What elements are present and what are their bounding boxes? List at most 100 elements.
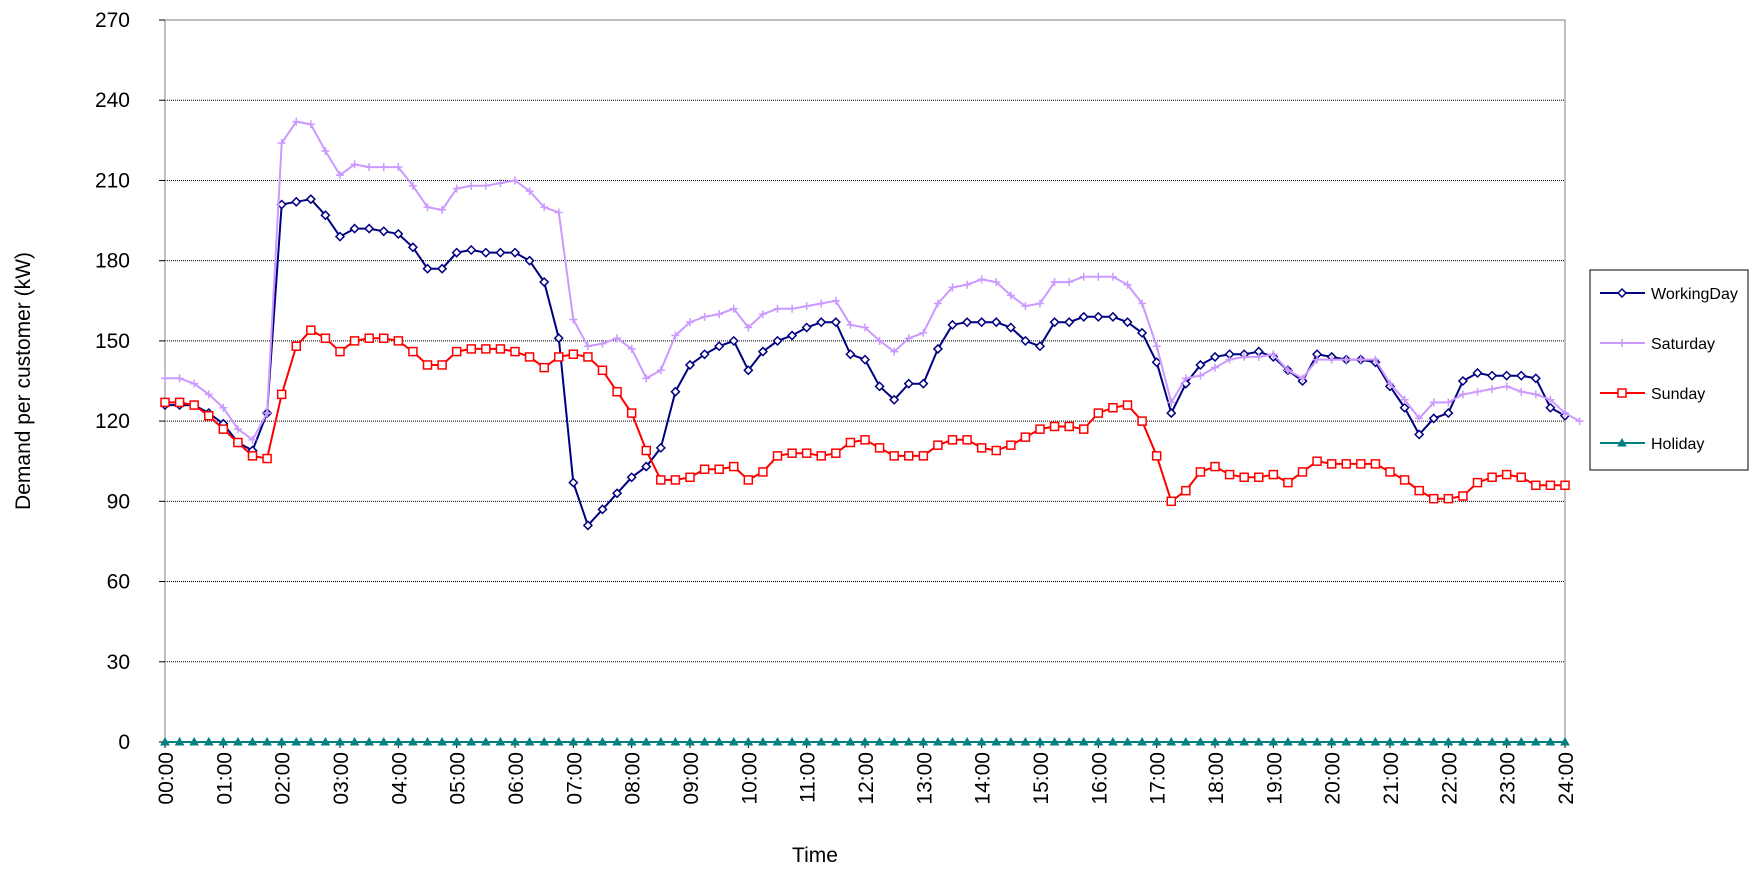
data-point-saturday <box>394 163 403 172</box>
data-point-saturday <box>481 181 490 190</box>
data-point-saturday <box>1079 272 1088 281</box>
data-point-saturday <box>1065 278 1074 287</box>
data-point-saturday <box>336 171 344 180</box>
data-point-sunday <box>495 344 506 354</box>
data-point-holiday <box>1122 736 1133 746</box>
data-point-holiday <box>1297 736 1308 746</box>
data-point-sunday <box>1399 475 1410 485</box>
data-point-workingday <box>801 322 812 333</box>
data-point-workingday <box>524 255 535 266</box>
data-point-holiday <box>903 736 914 746</box>
data-point-saturday <box>788 304 797 313</box>
data-point-holiday <box>816 736 827 746</box>
data-point-saturday <box>511 176 519 185</box>
data-point-holiday <box>1501 736 1512 746</box>
data-point-holiday <box>1355 736 1366 746</box>
data-point-saturday <box>1021 302 1030 311</box>
data-point-workingday <box>509 247 521 258</box>
data-point-saturday <box>686 318 694 327</box>
data-point-holiday <box>1458 736 1468 746</box>
data-point-sunday <box>918 451 929 461</box>
data-point-holiday <box>1560 736 1570 746</box>
data-point-holiday <box>714 736 725 746</box>
legend-label: Saturday <box>1651 336 1715 353</box>
x-tick-label: 08:00 <box>622 752 645 805</box>
data-point-sunday <box>422 360 433 370</box>
data-point-holiday <box>1414 736 1425 746</box>
data-point-saturday <box>1181 374 1190 383</box>
data-point-workingday <box>1107 311 1118 322</box>
data-point-holiday <box>160 736 170 746</box>
data-point-saturday <box>1094 272 1103 281</box>
data-point-sunday <box>991 445 1001 456</box>
data-point-holiday <box>991 736 1002 746</box>
data-point-holiday <box>1385 736 1395 746</box>
data-point-sunday <box>1443 493 1454 504</box>
data-point-holiday <box>641 736 652 746</box>
data-point-saturday <box>890 347 899 356</box>
data-point-holiday <box>918 736 929 746</box>
data-point-workingday <box>976 317 987 328</box>
data-point-saturday <box>248 435 257 444</box>
data-point-sunday <box>904 451 914 461</box>
data-point-holiday <box>203 736 214 746</box>
data-point-sunday <box>466 344 476 354</box>
data-point-holiday <box>393 736 404 746</box>
data-point-holiday <box>655 736 666 746</box>
x-tick-label: 12:00 <box>855 752 878 805</box>
data-point-saturday <box>1167 398 1176 407</box>
data-point-holiday <box>860 736 870 746</box>
data-point-saturday <box>1575 417 1584 426</box>
data-point-sunday <box>597 365 608 376</box>
data-point-saturday <box>642 374 651 383</box>
x-tick-label: 01:00 <box>213 752 236 805</box>
data-point-holiday <box>1195 736 1206 746</box>
data-point-sunday <box>743 475 754 485</box>
data-point-holiday <box>801 736 812 746</box>
data-point-holiday <box>466 736 477 746</box>
data-point-holiday <box>1268 736 1279 746</box>
data-point-saturday <box>408 181 417 190</box>
data-point-sunday <box>320 333 331 343</box>
data-point-holiday <box>1210 736 1220 746</box>
legend-marker <box>1616 287 1628 299</box>
series-layer <box>159 117 1584 746</box>
data-point-holiday <box>728 736 739 746</box>
data-point-sunday <box>670 475 681 485</box>
data-point-holiday <box>889 736 900 746</box>
data-point-saturday <box>744 323 753 332</box>
data-point-saturday <box>219 403 228 412</box>
data-point-saturday <box>452 184 461 193</box>
data-point-saturday <box>1225 355 1234 364</box>
data-point-holiday <box>830 736 841 746</box>
data-point-sunday <box>1472 477 1483 488</box>
x-tick-label: 21:00 <box>1380 752 1403 805</box>
data-point-workingday <box>859 354 871 365</box>
data-point-workingday <box>305 194 316 205</box>
series-line-saturday <box>165 120 1581 442</box>
data-point-saturday <box>1415 414 1424 423</box>
data-point-saturday <box>540 203 549 212</box>
data-point-holiday <box>743 736 754 746</box>
y-tick-label: 240 <box>95 89 130 112</box>
data-point-saturday <box>846 320 855 329</box>
data-point-sunday <box>1093 408 1104 418</box>
data-point-saturday <box>729 304 738 313</box>
data-point-saturday <box>831 296 840 305</box>
data-point-saturday <box>613 334 622 343</box>
data-point-workingday <box>947 319 958 330</box>
data-point-holiday <box>1035 736 1045 746</box>
data-point-saturday <box>379 163 388 172</box>
data-point-sunday <box>437 360 447 370</box>
data-point-sunday <box>481 344 491 354</box>
data-point-workingday <box>889 394 900 405</box>
data-point-workingday <box>422 263 433 274</box>
data-point-saturday <box>467 181 476 190</box>
data-point-workingday <box>743 365 754 376</box>
data-point-saturday <box>292 117 301 126</box>
data-point-holiday <box>510 736 520 746</box>
data-point-saturday <box>175 374 184 383</box>
data-point-sunday <box>1224 469 1235 480</box>
data-point-holiday <box>1049 736 1060 746</box>
data-point-holiday <box>1108 736 1118 746</box>
